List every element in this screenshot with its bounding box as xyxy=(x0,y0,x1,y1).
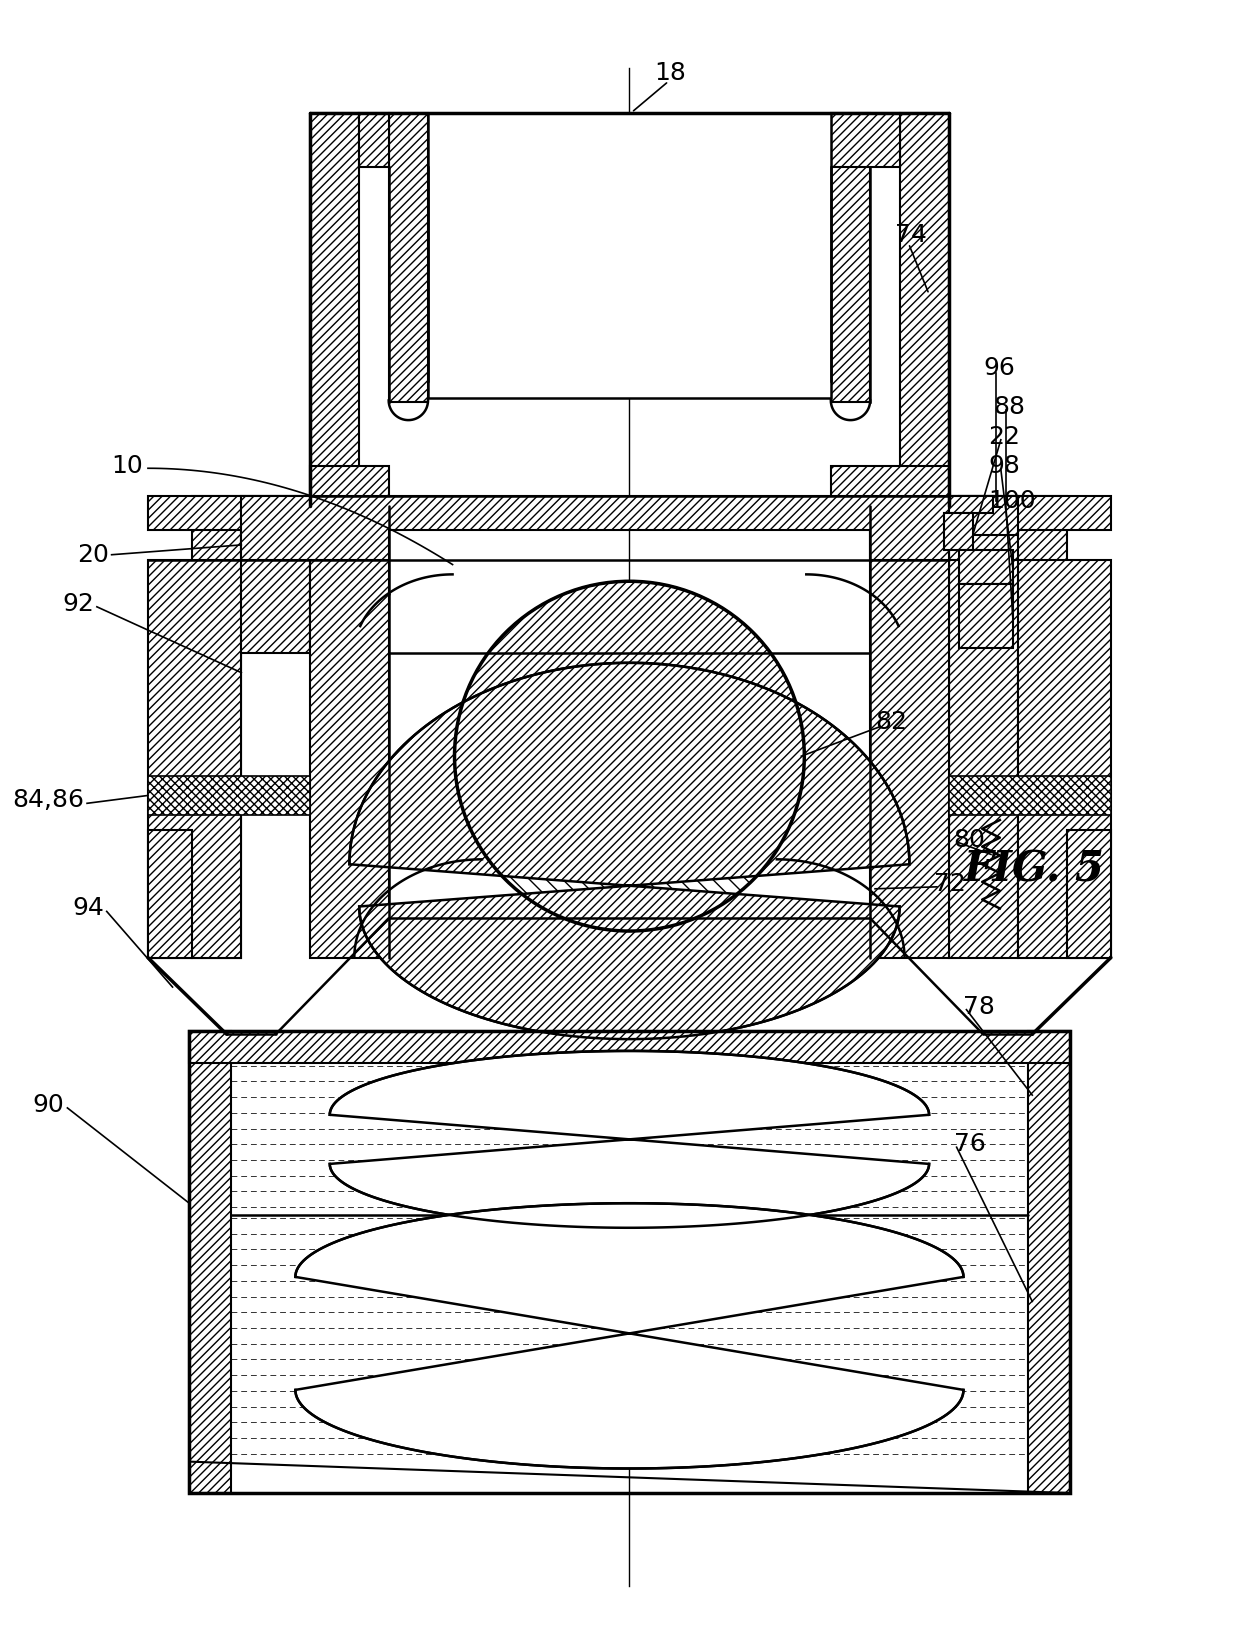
Polygon shape xyxy=(330,1051,929,1228)
Polygon shape xyxy=(148,560,242,957)
Polygon shape xyxy=(831,466,949,506)
Bar xyxy=(428,113,831,397)
Polygon shape xyxy=(900,113,949,506)
Polygon shape xyxy=(190,1461,1070,1493)
Polygon shape xyxy=(455,757,805,931)
Polygon shape xyxy=(148,496,310,560)
Polygon shape xyxy=(831,113,900,166)
Polygon shape xyxy=(455,581,805,757)
Text: 92: 92 xyxy=(62,591,94,616)
Polygon shape xyxy=(148,829,192,957)
Polygon shape xyxy=(1018,560,1111,957)
Polygon shape xyxy=(388,113,428,402)
Text: FIG. 5: FIG. 5 xyxy=(963,849,1105,890)
Polygon shape xyxy=(295,1204,963,1468)
Polygon shape xyxy=(959,496,1018,535)
Polygon shape xyxy=(831,113,870,402)
Polygon shape xyxy=(1028,1031,1070,1493)
Polygon shape xyxy=(949,496,1111,560)
Polygon shape xyxy=(190,1031,1070,1062)
Polygon shape xyxy=(310,466,388,506)
Polygon shape xyxy=(242,496,949,560)
Polygon shape xyxy=(350,663,909,1039)
Text: 10: 10 xyxy=(112,455,143,478)
Text: 76: 76 xyxy=(954,1133,986,1156)
Polygon shape xyxy=(959,550,1013,585)
Polygon shape xyxy=(949,775,1111,814)
Text: 72: 72 xyxy=(934,872,966,897)
Bar xyxy=(190,1031,1070,1493)
Text: 80: 80 xyxy=(954,828,986,852)
Polygon shape xyxy=(959,585,1013,649)
Polygon shape xyxy=(310,506,388,957)
Text: 22: 22 xyxy=(988,425,1021,448)
Text: 78: 78 xyxy=(963,995,996,1018)
Polygon shape xyxy=(310,113,360,506)
Polygon shape xyxy=(360,113,388,166)
Text: 90: 90 xyxy=(32,1094,64,1117)
Polygon shape xyxy=(944,514,973,550)
Text: 88: 88 xyxy=(993,396,1025,419)
Text: 20: 20 xyxy=(77,544,109,566)
Text: 96: 96 xyxy=(983,356,1016,379)
Text: 74: 74 xyxy=(895,223,926,248)
Polygon shape xyxy=(870,506,949,957)
Polygon shape xyxy=(949,496,1066,957)
Text: 94: 94 xyxy=(72,897,104,921)
Polygon shape xyxy=(192,496,310,957)
Text: 100: 100 xyxy=(988,489,1035,512)
Polygon shape xyxy=(949,496,993,514)
Text: 98: 98 xyxy=(988,455,1021,478)
Polygon shape xyxy=(190,1031,231,1493)
Polygon shape xyxy=(148,775,310,814)
Text: 82: 82 xyxy=(875,709,908,734)
Text: 18: 18 xyxy=(653,61,686,85)
Text: 84,86: 84,86 xyxy=(12,788,84,813)
Polygon shape xyxy=(1066,829,1111,957)
